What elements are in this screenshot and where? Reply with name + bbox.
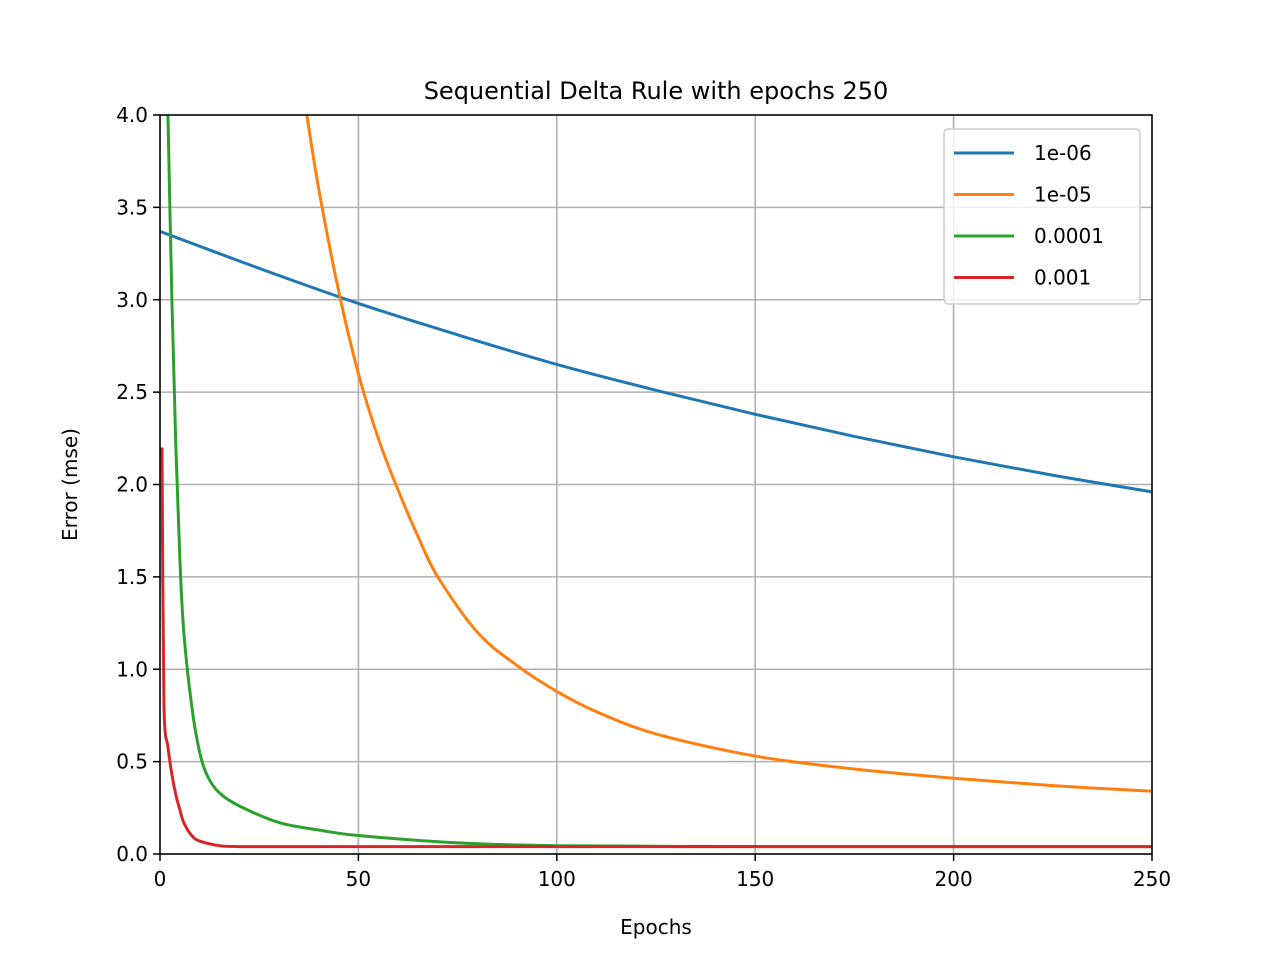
chart-title: Sequential Delta Rule with epochs 250 [424, 77, 889, 105]
series-line-0 [160, 229, 1152, 494]
series-line-1 [305, 115, 1152, 793]
y-tick-label: 3.0 [116, 288, 148, 312]
y-tick-label: 3.5 [116, 195, 148, 219]
legend-label: 0.001 [1034, 266, 1091, 290]
x-tick-label: 0 [154, 867, 167, 891]
y-tick-label: 1.0 [116, 657, 148, 681]
y-tick-label: 1.5 [116, 565, 148, 589]
legend-label: 1e-05 [1034, 183, 1092, 207]
y-tick-label: 2.5 [116, 380, 148, 404]
series-line-3 [160, 447, 1152, 849]
legend-label: 1e-06 [1034, 141, 1092, 165]
y-tick-label: 0.0 [116, 842, 148, 866]
axis-ticks: 0 50 100 150 200 250 0.0 0.5 1.0 1.5 2.0 2.5 3.0 3.5 4… [116, 103, 1171, 891]
x-tick-label: 150 [736, 867, 774, 891]
series-group [160, 115, 1152, 849]
x-tick-label: 200 [935, 867, 973, 891]
legend: 1e-06 1e-05 0.0001 0.001 [943, 128, 1141, 305]
y-tick-label: 0.5 [116, 750, 148, 774]
legend-box [943, 128, 1141, 305]
y-axis-label: Error (mse) [58, 428, 82, 541]
y-tick-label: 2.0 [116, 473, 148, 497]
x-axis-label: Epochs [620, 915, 692, 939]
x-tick-label: 250 [1133, 867, 1171, 891]
x-tick-label: 50 [346, 867, 371, 891]
x-tick-label: 100 [538, 867, 576, 891]
legend-label: 0.0001 [1034, 224, 1104, 248]
y-tick-label: 4.0 [116, 103, 148, 127]
